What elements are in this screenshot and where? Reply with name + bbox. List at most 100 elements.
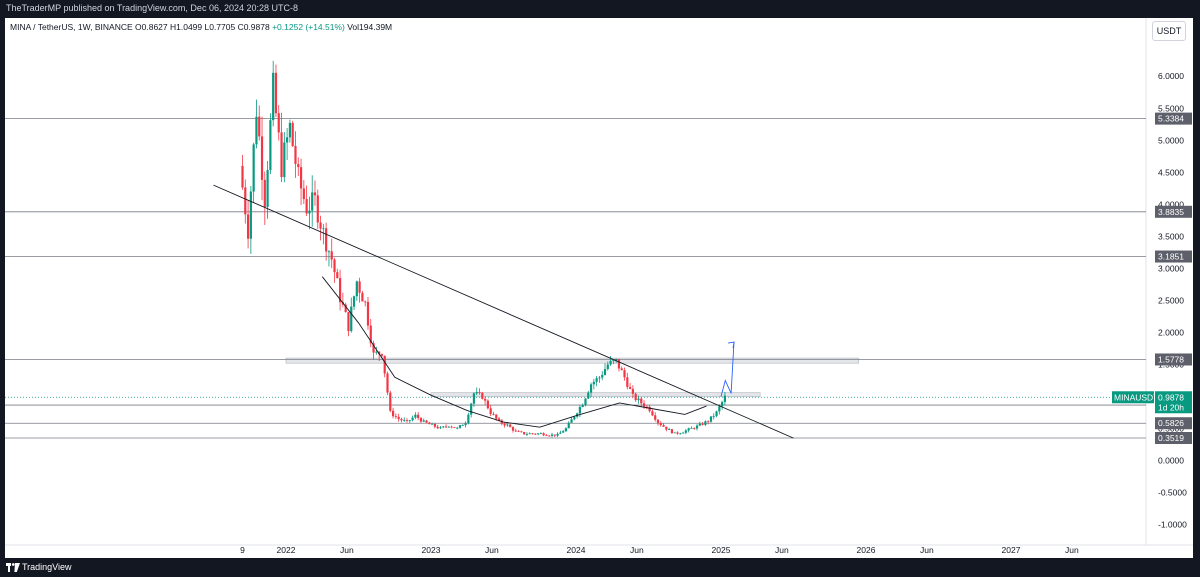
candle-body: [344, 304, 347, 313]
level-label-box: [1155, 417, 1192, 430]
candle-body: [272, 72, 275, 121]
candle-body: [514, 430, 517, 432]
candle-body: [322, 228, 325, 230]
moving-average-line[interactable]: [321, 276, 707, 428]
candle-body: [436, 426, 439, 429]
candle-body: [350, 306, 353, 332]
candle-body: [327, 251, 331, 253]
candle-body: [361, 292, 364, 302]
candle-body: [461, 425, 464, 426]
candle-body: [503, 423, 506, 426]
candle-body: [467, 414, 470, 424]
candle-body: [564, 428, 568, 432]
x-tick-label: 2024: [567, 545, 586, 555]
candle-body: [676, 432, 679, 434]
candle-body: [372, 343, 375, 353]
candle-body: [255, 116, 258, 145]
candle-body: [698, 423, 701, 426]
candle-body: [562, 431, 565, 433]
candle-body: [383, 355, 386, 374]
candle-body: [244, 187, 247, 215]
candle-body: [358, 281, 361, 293]
level-label-box: [1155, 353, 1192, 366]
candle-body: [458, 425, 462, 428]
candle-body: [648, 406, 651, 412]
candle-body: [573, 416, 576, 420]
candle-body: [659, 422, 662, 426]
chart-area[interactable]: [5, 18, 1193, 558]
x-tick-label: Jun: [630, 545, 644, 555]
x-tick-label: 2025: [712, 545, 731, 555]
candle-body: [656, 419, 660, 423]
candle-body: [620, 368, 623, 371]
candle-body: [347, 312, 350, 332]
candle-body: [548, 435, 551, 437]
candle-body: [712, 416, 715, 417]
candle-body: [391, 410, 395, 417]
candle-body: [428, 422, 431, 425]
projection-arrow[interactable]: [720, 341, 735, 397]
candle-body: [497, 418, 501, 421]
x-tick-label: 2022: [277, 545, 296, 555]
level-label: 0.3519: [1158, 433, 1184, 443]
candle-body: [316, 195, 319, 223]
candle-body: [606, 364, 609, 370]
candle-body: [578, 407, 582, 414]
y-tick-label: 3.0000: [1158, 263, 1184, 273]
candle-body: [690, 428, 693, 429]
candle-body: [723, 395, 727, 402]
candle-body: [475, 392, 478, 394]
supply-zone[interactable]: [430, 392, 761, 397]
candle-body: [352, 296, 356, 307]
y-tick-label: 0.0000: [1158, 456, 1184, 466]
candle-body: [681, 432, 685, 434]
candle-body: [654, 415, 657, 420]
candle-body: [603, 369, 607, 375]
candle-body: [277, 113, 280, 133]
candle-body: [444, 426, 448, 428]
candle-body: [489, 408, 492, 414]
candle-body: [704, 421, 707, 425]
y-tick-label: 4.5000: [1158, 167, 1184, 177]
candle-body: [486, 400, 489, 409]
descending-trendline[interactable]: [213, 184, 794, 439]
candle-body: [431, 423, 434, 425]
level-label: 1.5778: [1158, 354, 1184, 364]
candle-body: [297, 163, 300, 168]
candle-body: [668, 429, 671, 431]
candle-body: [389, 392, 392, 411]
candle-body: [539, 433, 542, 435]
candle-body: [584, 398, 587, 406]
candle-body: [333, 259, 336, 273]
candle-body: [637, 398, 640, 401]
y-tick-label: 4.0000: [1158, 199, 1184, 209]
candle-body: [592, 381, 595, 385]
candle-body: [687, 428, 690, 431]
candle-body: [679, 433, 682, 435]
candle-body: [422, 420, 425, 422]
supply-zone[interactable]: [285, 357, 860, 364]
x-tick-label: Jun: [1065, 545, 1079, 555]
footer-bar: [0, 558, 1200, 577]
candle-body: [721, 401, 724, 407]
candle-body: [601, 374, 604, 378]
candle-body: [472, 393, 476, 404]
candle-body: [447, 426, 450, 428]
candle-body: [528, 433, 531, 435]
candle-body: [408, 420, 411, 421]
currency-button[interactable]: USDT: [1152, 21, 1186, 41]
candle-body: [355, 281, 358, 297]
candle-body: [394, 416, 397, 418]
candle-body: [366, 301, 370, 326]
candle-body: [617, 358, 621, 369]
candle-body: [693, 428, 696, 429]
candle-body: [511, 427, 515, 431]
y-tick-label: 5.0000: [1158, 135, 1184, 145]
level-label: 5.3384: [1158, 114, 1184, 124]
candle-body: [525, 434, 529, 435]
candle-body: [670, 429, 674, 434]
y-tick-label: -0.5000: [1158, 488, 1187, 498]
candle-body: [536, 433, 540, 435]
tradingview-logo-icon: [6, 563, 20, 572]
